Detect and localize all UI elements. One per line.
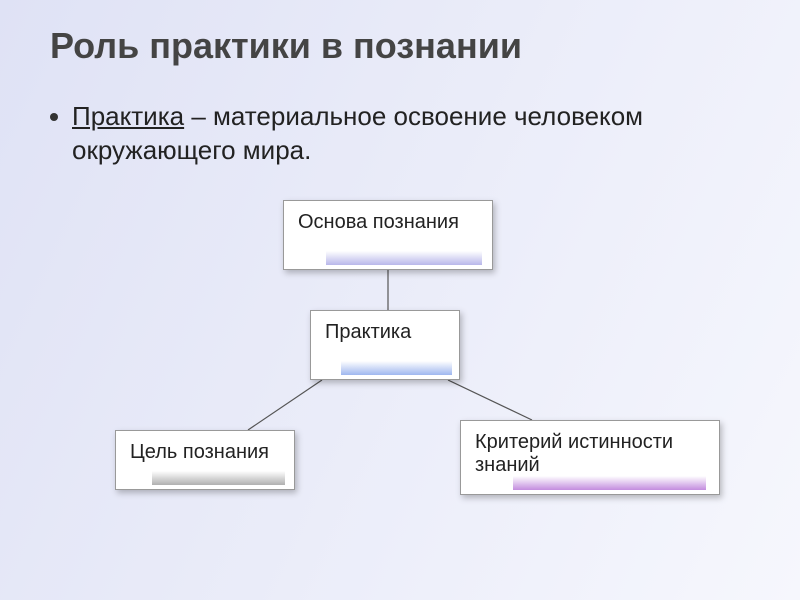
- node-accent-bar: [326, 251, 482, 265]
- node-label: Критерий истинности знаний: [475, 431, 673, 476]
- node-practice: Практика: [310, 310, 460, 380]
- node-criterion-of-truth: Критерий истинности знаний: [460, 420, 720, 495]
- node-accent-bar: [513, 476, 707, 490]
- node-accent-bar: [152, 471, 286, 485]
- node-basis-of-cognition: Основа познания: [283, 200, 493, 270]
- diagram: Основа познания Практика Цель познания К…: [0, 0, 800, 600]
- node-label: Практика: [325, 321, 411, 343]
- node-label: Цель познания: [130, 441, 269, 463]
- node-accent-bar: [341, 361, 452, 375]
- node-goal-of-cognition: Цель познания: [115, 430, 295, 490]
- node-label: Основа познания: [298, 211, 459, 233]
